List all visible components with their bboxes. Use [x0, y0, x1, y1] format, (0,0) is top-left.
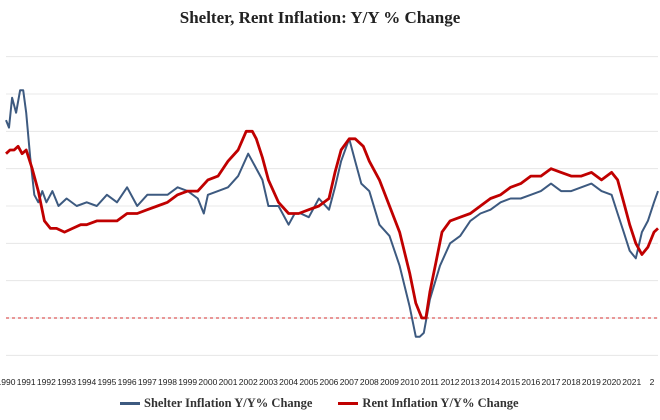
x-tick-label: 2015 [501, 377, 520, 387]
series-group [5, 89, 659, 338]
x-tick-label: 2019 [582, 377, 601, 387]
x-tick-labels: 1990199119921993199419951996199719981999… [0, 377, 655, 387]
legend-item-rent: Rent Inflation Y/Y% Change [338, 396, 519, 411]
x-tick-label: 2020 [602, 377, 621, 387]
x-tick-label: 2 [650, 377, 655, 387]
x-tick-label: 2014 [481, 377, 500, 387]
grid-lines [6, 56, 658, 356]
series-line-shelter [5, 89, 659, 338]
x-tick-label: 1996 [118, 377, 137, 387]
x-tick-label: 2009 [380, 377, 399, 387]
x-tick-label: 1990 [0, 377, 16, 387]
x-tick-label: 2011 [421, 377, 440, 387]
x-tick-label: 1995 [97, 377, 116, 387]
x-tick-label: 2021 [622, 377, 641, 387]
x-tick-label: 2005 [299, 377, 318, 387]
legend: Shelter Inflation Y/Y% Change Rent Infla… [120, 396, 640, 411]
legend-swatch-shelter [120, 402, 140, 405]
x-tick-label: 1998 [158, 377, 177, 387]
x-tick-label: 2008 [360, 377, 379, 387]
x-tick-label: 2004 [279, 377, 298, 387]
x-tick-label: 2000 [198, 377, 217, 387]
x-tick-label: 1994 [77, 377, 96, 387]
legend-swatch-rent [338, 402, 359, 405]
x-tick-label: 2013 [461, 377, 480, 387]
legend-item-shelter: Shelter Inflation Y/Y% Change [120, 396, 312, 411]
legend-label-shelter: Shelter Inflation Y/Y% Change [144, 396, 313, 410]
x-tick-label: 2012 [441, 377, 460, 387]
x-tick-label: 2007 [340, 377, 359, 387]
legend-label-rent: Rent Inflation Y/Y% Change [362, 396, 519, 410]
x-tick-label: 1999 [178, 377, 197, 387]
series-line-rent [5, 129, 659, 320]
x-tick-label: 1991 [17, 377, 36, 387]
x-tick-label: 2001 [219, 377, 238, 387]
x-tick-label: 2010 [400, 377, 419, 387]
x-tick-label: 1993 [57, 377, 76, 387]
x-tick-label: 2002 [239, 377, 258, 387]
x-tick-label: 1992 [37, 377, 56, 387]
chart-title: Shelter, Rent Inflation: Y/Y % Change [179, 8, 461, 27]
x-tick-label: 2018 [562, 377, 581, 387]
x-tick-label: 1997 [138, 377, 157, 387]
x-tick-label: 2003 [259, 377, 278, 387]
x-tick-label: 2017 [542, 377, 561, 387]
x-tick-label: 2006 [320, 377, 339, 387]
x-tick-label: 2016 [521, 377, 540, 387]
